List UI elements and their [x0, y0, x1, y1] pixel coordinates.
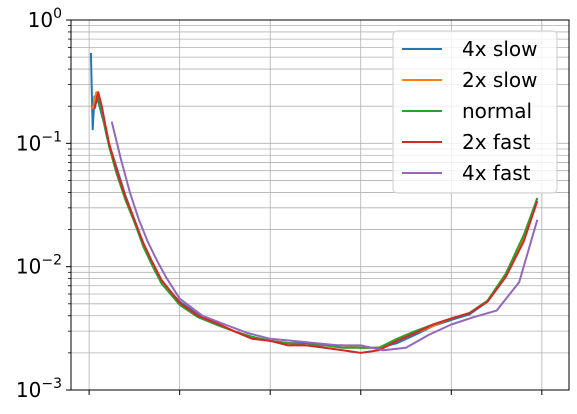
series-line [110, 121, 539, 352]
y-tick-label: 10−1 [16, 129, 62, 155]
legend-box [392, 30, 558, 194]
axis-ticks: 10−3 10−2 10−1 100 [16, 6, 543, 402]
series-line [93, 91, 539, 354]
legend-label: 4x slow [462, 37, 538, 61]
y-tick-label: 100 [28, 6, 62, 32]
legend-label: 2x fast [462, 130, 531, 154]
plot-frame [70, 19, 570, 391]
series-lines [89, 52, 539, 354]
legend: 4x slow 2x slow normal 2x fast 4x fast [392, 30, 558, 194]
legend-label: 4x fast [462, 161, 531, 185]
y-tick-label: 10−2 [16, 253, 62, 279]
legend-label: normal [462, 99, 532, 123]
legend-label: 2x slow [462, 68, 538, 92]
y-tick-label: 10−3 [16, 376, 62, 402]
